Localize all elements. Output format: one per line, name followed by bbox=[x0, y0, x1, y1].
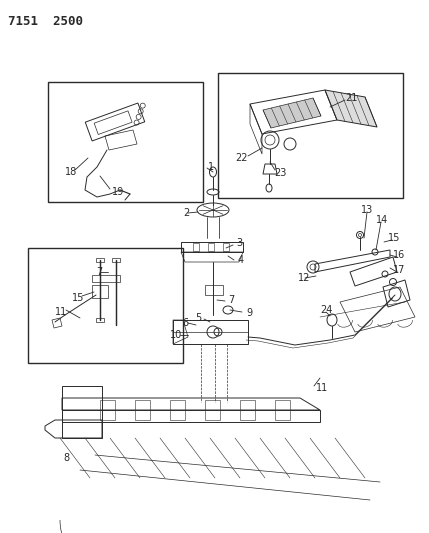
Polygon shape bbox=[263, 98, 321, 128]
Text: 23: 23 bbox=[274, 168, 287, 178]
Bar bbox=[96, 318, 104, 322]
Text: 22: 22 bbox=[235, 153, 248, 163]
Text: 11: 11 bbox=[316, 383, 328, 393]
Text: 2: 2 bbox=[183, 208, 189, 218]
Text: 15: 15 bbox=[388, 233, 400, 243]
Bar bbox=[193, 243, 199, 251]
Text: 8: 8 bbox=[63, 453, 69, 463]
Bar bbox=[28, 248, 183, 363]
Text: 7: 7 bbox=[96, 267, 102, 277]
Bar bbox=[135, 400, 150, 420]
Text: 3: 3 bbox=[236, 238, 242, 248]
Text: 13: 13 bbox=[361, 205, 373, 215]
Bar bbox=[208, 243, 214, 251]
Text: 5: 5 bbox=[195, 313, 201, 323]
Bar bbox=[48, 82, 203, 202]
Text: 16: 16 bbox=[393, 250, 405, 260]
Text: 18: 18 bbox=[65, 167, 77, 177]
Text: 17: 17 bbox=[393, 265, 405, 275]
Text: 7151  2500: 7151 2500 bbox=[8, 15, 83, 28]
Bar bbox=[205, 400, 220, 420]
Bar bbox=[223, 243, 229, 251]
Polygon shape bbox=[325, 90, 377, 127]
Text: 15: 15 bbox=[72, 293, 85, 303]
Text: 10: 10 bbox=[170, 330, 182, 340]
Text: 12: 12 bbox=[298, 273, 310, 283]
Text: 21: 21 bbox=[345, 93, 357, 103]
Bar bbox=[275, 400, 290, 420]
Text: 11: 11 bbox=[55, 307, 67, 317]
Text: 24: 24 bbox=[320, 305, 332, 315]
Text: 19: 19 bbox=[112, 187, 124, 197]
Bar bbox=[218, 73, 403, 198]
Text: 4: 4 bbox=[238, 255, 244, 265]
Text: 7: 7 bbox=[228, 295, 234, 305]
Text: 6: 6 bbox=[182, 318, 188, 328]
Bar bbox=[112, 258, 120, 262]
Text: 9: 9 bbox=[246, 308, 252, 318]
Bar bbox=[100, 400, 115, 420]
Text: 1: 1 bbox=[208, 162, 214, 172]
Bar bbox=[96, 258, 104, 262]
Bar bbox=[170, 400, 185, 420]
Text: 14: 14 bbox=[376, 215, 388, 225]
Bar bbox=[240, 400, 255, 420]
